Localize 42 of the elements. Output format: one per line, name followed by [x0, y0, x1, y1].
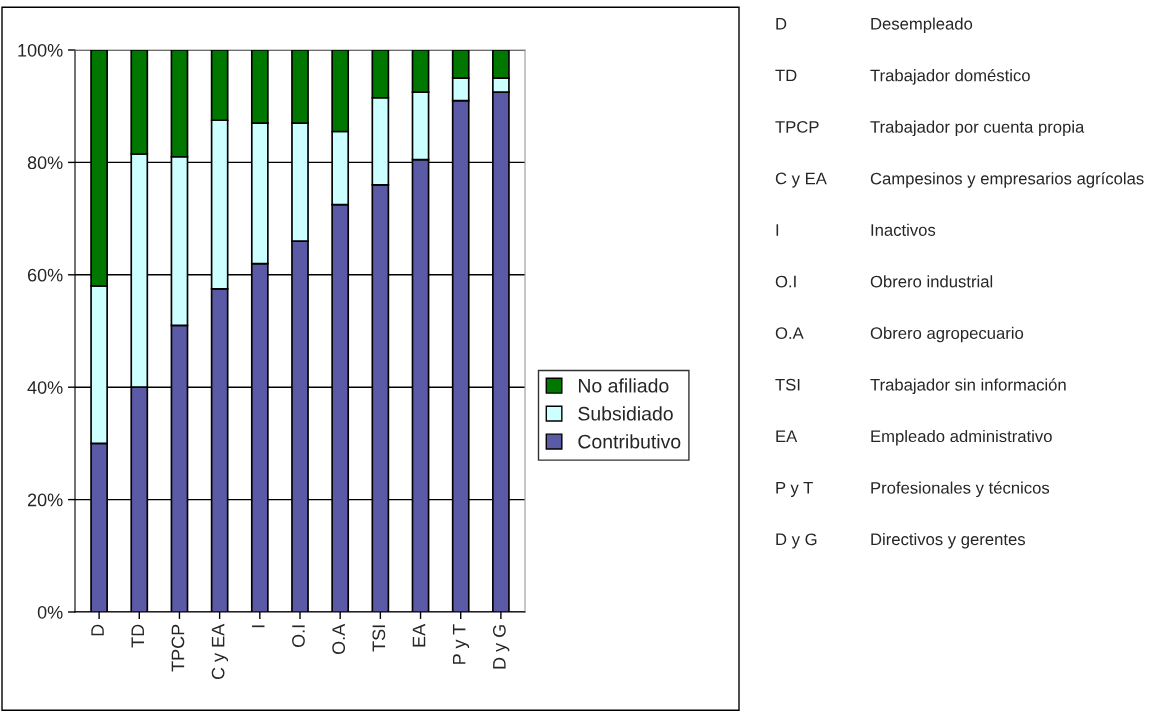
y-tick-label: 100%: [18, 43, 63, 57]
text: EA: [776, 430, 798, 442]
text: Obrero industrial: [870, 275, 993, 288]
text: Trabajador por cuenta propia: [870, 120, 1085, 137]
x-tick-label: D: [91, 624, 104, 636]
text: D y G: [776, 533, 817, 549]
text: D: [776, 18, 787, 30]
text: Desempleado: [871, 17, 973, 33]
text: I: [776, 224, 779, 236]
text: Trabajador doméstico: [870, 68, 1030, 85]
text: Directivos y gerentes: [871, 532, 1026, 549]
legend-label: Contributivo: [578, 434, 681, 449]
text: C y EA: [775, 172, 827, 188]
text: Empleado administrativo: [871, 429, 1052, 446]
x-tick-label: O.I: [292, 625, 305, 648]
text: TPCP: [775, 121, 819, 133]
text: O.A: [775, 327, 804, 340]
x-tick-label: P y T: [452, 624, 470, 664]
x-tick-label: O.A: [332, 623, 346, 655]
y-tick-label: 40%: [27, 381, 63, 394]
x-tick-label: TD: [131, 624, 144, 648]
x-tick-label: TPCP: [171, 624, 185, 672]
y-tick-label: 20%: [27, 493, 63, 507]
text: Trabajador sin información: [870, 378, 1066, 394]
x-tick-label: C y EA: [211, 623, 229, 680]
text: Profesionales y técnicos: [871, 481, 1050, 498]
x-tick-label: D y G: [492, 625, 510, 669]
text: Inactivos: [871, 223, 936, 236]
text: O.I: [775, 275, 796, 288]
x-tick-label: EA: [412, 623, 426, 647]
text: Campesinos y empresarios agrícolas: [870, 172, 1144, 188]
legend-label: Subsidiado: [578, 406, 673, 421]
text: TSI: [775, 378, 800, 391]
x-tick-label: TSI: [372, 625, 386, 652]
legend-label: No afiliado: [578, 378, 669, 393]
y-tick-label: 0%: [37, 605, 63, 619]
y-tick-label: 60%: [27, 268, 63, 282]
x-tick-label: I: [252, 625, 265, 628]
text: Obrero agropecuario: [870, 326, 1024, 343]
text: TD: [775, 69, 797, 82]
text: P y T: [776, 482, 813, 497]
y-tick-label: 80%: [27, 156, 63, 170]
